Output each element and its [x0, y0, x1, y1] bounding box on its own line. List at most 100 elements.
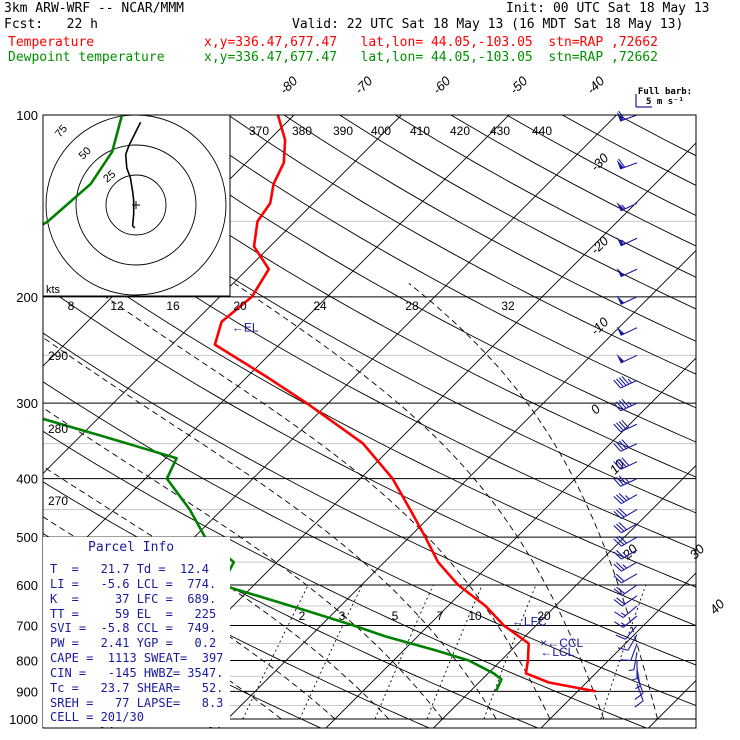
wind-barb-staff: [633, 652, 638, 670]
wind-barb-pennant: [616, 353, 625, 363]
pressure-tick-label: 100: [16, 108, 38, 123]
wind-barb: [616, 201, 638, 212]
wind-barb-half-feather: [620, 612, 626, 617]
wind-barb-feather: [618, 507, 627, 516]
temperature-legend-label: Temperature: [8, 35, 95, 50]
parcel-info-box: [43, 537, 230, 727]
dry-adiabat-line: [61, 115, 696, 478]
level-annotation: ←LFC: [512, 614, 547, 628]
isotherm-line: [43, 115, 402, 475]
hodograph-units-label: kts: [46, 284, 61, 296]
wind-barb-feather: [621, 439, 630, 448]
wind-barb: [614, 605, 638, 619]
level-annotations: ←EL ←LFC ×←CCL←LCL: [232, 321, 584, 659]
parcel-info-title: Parcel Info: [88, 540, 175, 555]
wind-barb-feather: [616, 476, 624, 486]
wind-barb-feather: [618, 421, 627, 430]
wind-barb: [613, 375, 638, 389]
wind-barb: [613, 492, 638, 505]
wind-barb-feather: [616, 586, 626, 595]
wind-barb: [634, 676, 644, 700]
wind-barb: [613, 549, 638, 560]
wind-barb-feather: [618, 522, 627, 531]
wind-barb-feather: [613, 478, 622, 487]
isotherm-line: [43, 115, 510, 582]
wind-barb-feather: [621, 398, 630, 408]
wind-barb-half-feather: [628, 669, 634, 672]
sounding-profiles: [43, 115, 597, 693]
isotherm-label: -70: [352, 73, 376, 97]
speed-axis-label: 24: [313, 299, 327, 313]
theta-label: 390: [333, 124, 353, 138]
pressure-tick-label: 800: [16, 653, 38, 668]
dry-adiabat-line: [43, 144, 696, 514]
wind-barb-feather: [616, 459, 624, 469]
plot-frame: [42, 114, 697, 729]
isotherm-label: -60: [430, 73, 454, 97]
isotherm-label: -40: [584, 73, 608, 97]
wind-barb-feather: [616, 509, 625, 518]
wind-barb-half-feather: [620, 622, 626, 627]
temperature-profile-line: [213, 115, 597, 693]
wind-barb-feather: [618, 158, 626, 168]
wind-barb: [634, 683, 644, 708]
init-time: Init: 00 UTC Sat 18 May 13: [506, 1, 710, 16]
hodograph-ring: [105, 174, 167, 236]
wind-barb: [613, 507, 638, 520]
wind-barb: [613, 573, 638, 584]
wind-barb-feather: [617, 647, 629, 651]
dry-adiabat-line: [228, 115, 696, 375]
theta-label: 290: [48, 349, 68, 363]
dewpoint-profile-line: [43, 115, 503, 692]
wind-barb-half-feather: [627, 401, 632, 407]
speed-axis-label: 20: [233, 299, 247, 313]
moist-adiabat-line: [43, 407, 443, 720]
wind-barb-feather: [616, 441, 624, 451]
moist-adiabat-line: [86, 283, 551, 720]
wind-barb-pennant: [616, 295, 625, 305]
temperature-location: x,y=336.47,677.47 lat,lon= 44.05,-103.05…: [204, 35, 658, 50]
wind-barb-staff: [621, 584, 638, 596]
wind-barbs: Full barb:5 m s⁻¹: [613, 87, 692, 708]
parcel-info-row: CIN = -145 HWBZ= 3547.: [50, 666, 224, 680]
wind-barb-feather: [618, 458, 627, 468]
wind-barb: [616, 267, 638, 278]
level-annotation: ←LCL: [540, 645, 574, 659]
mixing-ratio-label: 20: [537, 609, 551, 623]
dry-adiabat-line: [283, 115, 696, 342]
wind-barb: [613, 584, 638, 596]
wind-barb-staff: [636, 683, 644, 702]
wind-barb: [628, 652, 638, 672]
speed-axis-label: 12: [110, 299, 124, 313]
wind-barb-feather: [614, 621, 624, 628]
dewpoint-location: x,y=336.47,677.47 lat,lon= 44.05,-103.05…: [204, 50, 658, 65]
model-title: 3km ARW-WRF -- NCAR/MMM: [4, 1, 185, 16]
wind-barb: [613, 475, 638, 487]
pressure-tick-label: 200: [16, 290, 38, 305]
wind-barb-staff: [627, 634, 638, 651]
wind-barb-feather: [613, 575, 622, 584]
isotherm-label: -20: [588, 233, 612, 257]
isotherm-line: [648, 679, 696, 728]
isotherm-label: 30: [687, 541, 708, 562]
mixing-ratio-label: 7: [437, 609, 444, 623]
pressure-tick-label: 300: [16, 396, 38, 411]
wind-barb-pennant: [616, 326, 625, 336]
speed-axis-label: 8: [68, 299, 75, 313]
wind-barb-feather: [613, 443, 622, 452]
pressure-tick-label: 500: [16, 530, 38, 545]
wind-barb-feather: [616, 573, 625, 582]
mixing-ratio-label: 2: [299, 609, 306, 623]
wind-barb-feather: [621, 419, 630, 429]
mixing-ratio-label: 3: [339, 609, 346, 623]
theta-label: 400: [371, 124, 391, 138]
wind-barb-feather: [613, 461, 622, 470]
pressure-tick-label: 400: [16, 472, 38, 487]
wind-barb-feather: [613, 510, 622, 519]
wind-barb-half-feather: [621, 204, 626, 210]
wind-barb-feather: [613, 525, 622, 534]
valid-time: Valid: 22 UTC Sat 18 May 13 (16 MDT Sat …: [292, 17, 684, 32]
dry-adiabat-line: [43, 381, 696, 706]
wind-barb-feather: [616, 597, 626, 605]
theta-label: 270: [48, 494, 68, 508]
